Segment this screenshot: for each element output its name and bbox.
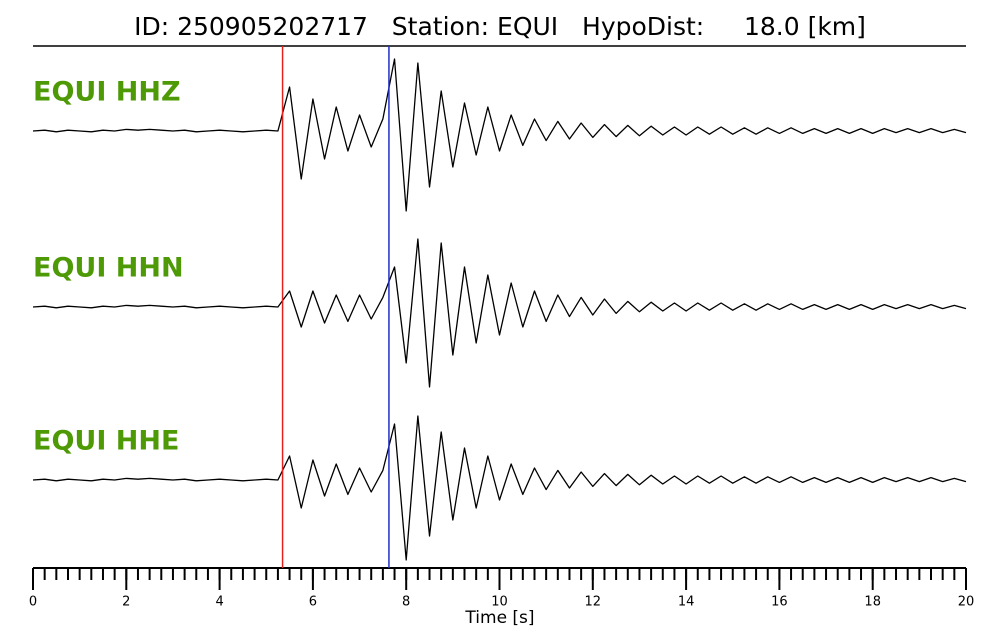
x-tick-label: 4 [215, 595, 223, 610]
x-tick-label: 8 [402, 595, 410, 610]
trace-label: EQUI HHE [33, 426, 179, 457]
chart-title: ID: 250905202717 Station: EQUI HypoDist:… [134, 12, 866, 41]
waveform [32, 58, 967, 212]
waveform [32, 415, 967, 561]
trace-label: EQUI HHN [33, 253, 184, 284]
x-axis-label: Time [s] [464, 608, 534, 628]
x-tick-label: 10 [491, 595, 508, 610]
x-tick-label: 6 [309, 595, 317, 610]
x-tick-label: 18 [864, 595, 881, 610]
x-tick-label: 20 [958, 595, 975, 610]
x-tick-label: 14 [678, 595, 695, 610]
x-tick-label: 0 [29, 595, 37, 610]
trace-label: EQUI HHZ [33, 77, 181, 108]
x-tick-label: 12 [585, 595, 602, 610]
waveform [32, 238, 967, 388]
x-tick-label: 16 [771, 595, 788, 610]
x-tick-label: 2 [122, 595, 130, 610]
